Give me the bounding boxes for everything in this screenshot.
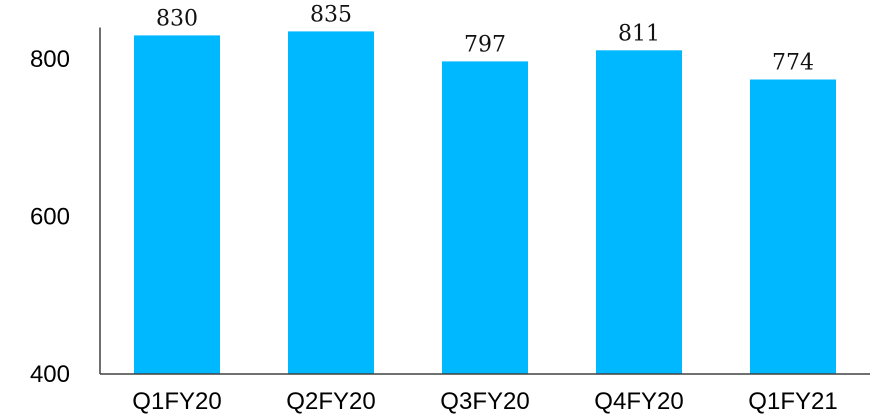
x-tick-label: Q3FY20 — [440, 388, 529, 415]
x-axis: Q1FY20 Q2FY20 Q3FY20 Q4FY20 Q1FY21 — [100, 373, 870, 415]
bar-q4fy20 — [596, 50, 682, 375]
y-tick-label: 400 — [30, 361, 70, 388]
x-tick-label: Q1FY21 — [748, 388, 837, 415]
bar-q3fy20 — [442, 61, 528, 375]
data-label: 830 — [156, 6, 198, 31]
bar-q1fy20 — [134, 35, 220, 375]
data-label: 835 — [310, 2, 352, 27]
x-tick-label: Q4FY20 — [594, 388, 683, 415]
y-tick-label: 600 — [30, 204, 70, 231]
data-label: 797 — [464, 32, 506, 57]
x-tick-label: Q2FY20 — [286, 388, 375, 415]
y-tick-label: 800 — [30, 46, 70, 73]
data-label: 811 — [618, 21, 660, 46]
bars: 830 835 797 811 774 — [134, 2, 836, 375]
x-tick-label: Q1FY20 — [132, 388, 221, 415]
data-label: 774 — [772, 51, 814, 76]
y-axis: 400 600 800 — [30, 27, 101, 388]
bar-q2fy20 — [288, 31, 374, 375]
bar-q1fy21 — [750, 79, 836, 374]
